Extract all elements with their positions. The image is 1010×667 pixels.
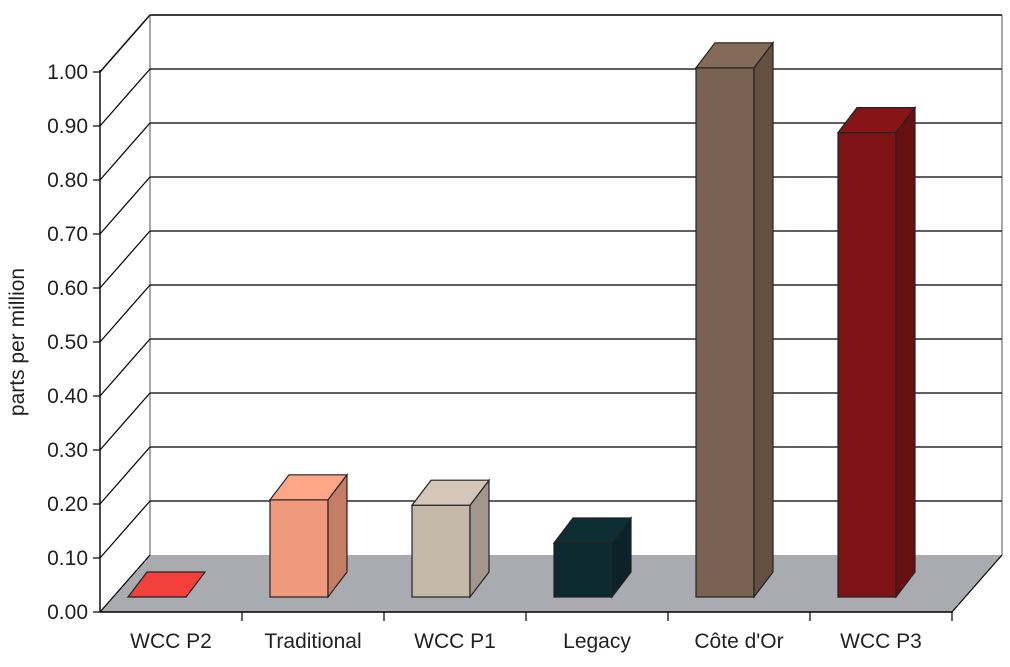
bar-side-face [753, 41, 774, 599]
bar [694, 41, 775, 599]
gridline-side [99, 338, 151, 397]
gridline-side [99, 230, 151, 289]
y-tick-label: 0.80 [47, 169, 88, 192]
y-tick-label: 0.60 [47, 277, 88, 300]
x-tick-label: WCC P1 [414, 630, 496, 653]
x-tick-label: Traditional [264, 630, 361, 653]
gridline-side [99, 554, 151, 613]
gridline-side [99, 68, 151, 127]
bar [268, 473, 349, 599]
bar-top-face [694, 42, 775, 69]
x-tick-labels: WCC P2 Traditional WCC P1 Legacy Côte d'Or WC… [130, 630, 922, 653]
bar-front-face [837, 132, 897, 598]
gridline-side [99, 122, 151, 181]
y-axis-title: parts per million [6, 268, 29, 416]
y-tick-label: 0.30 [47, 439, 88, 462]
axes [93, 70, 953, 621]
y-tick-labels: 0.00 0.10 0.20 0.30 0.40 0.50 0.60 0.70 0.80 0.90… [47, 61, 88, 624]
gridline-side [99, 176, 151, 235]
bar-top-face [552, 517, 633, 544]
bar-side-face [895, 105, 916, 599]
y-tick-label: 0.20 [47, 493, 88, 516]
x-tick-label: Legacy [563, 630, 631, 653]
gridline-side [99, 500, 151, 559]
bar-front-face [695, 67, 755, 598]
bar [836, 105, 917, 599]
x-tick-label: WCC P3 [840, 630, 922, 653]
bars [126, 41, 917, 599]
bar-top-face [410, 479, 491, 506]
gridline-side [99, 392, 151, 451]
bar-front-face [553, 542, 613, 598]
floor-right-edge [951, 554, 1003, 613]
bar-top-face [126, 571, 207, 598]
bar-top-face [836, 106, 917, 134]
y-tick-label: 0.10 [47, 547, 88, 570]
x-tick-label: Côte d'Or [694, 630, 783, 653]
bar [126, 571, 207, 598]
y-tick-label: 0.90 [47, 115, 88, 138]
bar [410, 478, 491, 599]
y-tick-label: 1.00 [47, 61, 88, 84]
y-tick-label: 0.50 [47, 331, 88, 354]
gridline-side [99, 14, 151, 73]
bar [552, 516, 633, 599]
gridline-side [99, 284, 151, 343]
gridline-side [99, 446, 151, 505]
bar-front-face [411, 504, 471, 598]
y-tick-label: 0.40 [47, 385, 88, 408]
bar-front-face [269, 499, 329, 598]
y-tick-label: 0.70 [47, 223, 88, 246]
bar-top-face [268, 474, 349, 501]
y-tick-label: 0.00 [47, 601, 88, 624]
x-tick-label: WCC P2 [130, 630, 212, 653]
